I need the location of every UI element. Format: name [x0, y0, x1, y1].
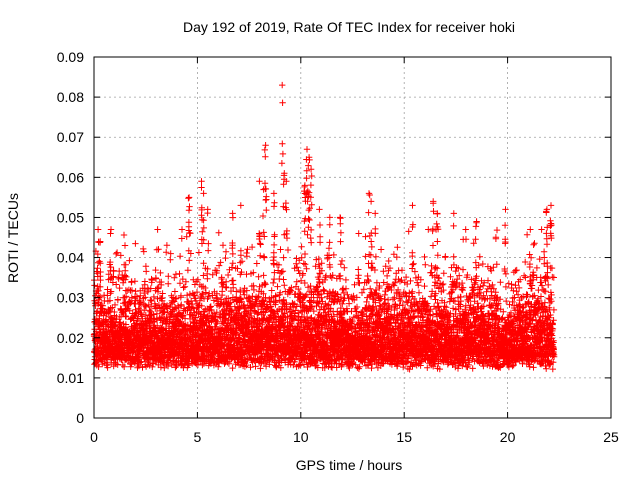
chart-title: Day 192 of 2019, Rate Of TEC Index for r…: [183, 19, 515, 35]
x-axis-label: GPS time / hours: [296, 457, 403, 473]
y-tick-label: 0: [76, 410, 84, 426]
y-tick-label: 0.02: [57, 330, 84, 346]
y-tick-label: 0.04: [57, 250, 84, 266]
x-tick-label: 25: [603, 429, 619, 445]
y-axis-label: ROTI / TECUs: [5, 193, 21, 283]
x-tick-label: 15: [396, 429, 412, 445]
y-tick-label: 0.06: [57, 169, 84, 185]
ticks-layer: 0 0.01 0.02 0.03 0.04 0.05 0.06 0.07 0.08 0.09 0 5 1…: [57, 49, 619, 445]
y-tick-label: 0.09: [57, 49, 84, 65]
y-tick-label: 0.01: [57, 370, 84, 386]
y-tick-label: 0.07: [57, 129, 84, 145]
x-tick-label: 0: [90, 429, 98, 445]
plot-frame: [93, 56, 612, 419]
x-tick-label: 20: [500, 429, 516, 445]
x-tick-label: 5: [194, 429, 202, 445]
x-tick-label: 10: [293, 429, 309, 445]
y-tick-label: 0.08: [57, 89, 84, 105]
y-tick-label: 0.05: [57, 209, 84, 225]
y-tick-label: 0.03: [57, 290, 84, 306]
